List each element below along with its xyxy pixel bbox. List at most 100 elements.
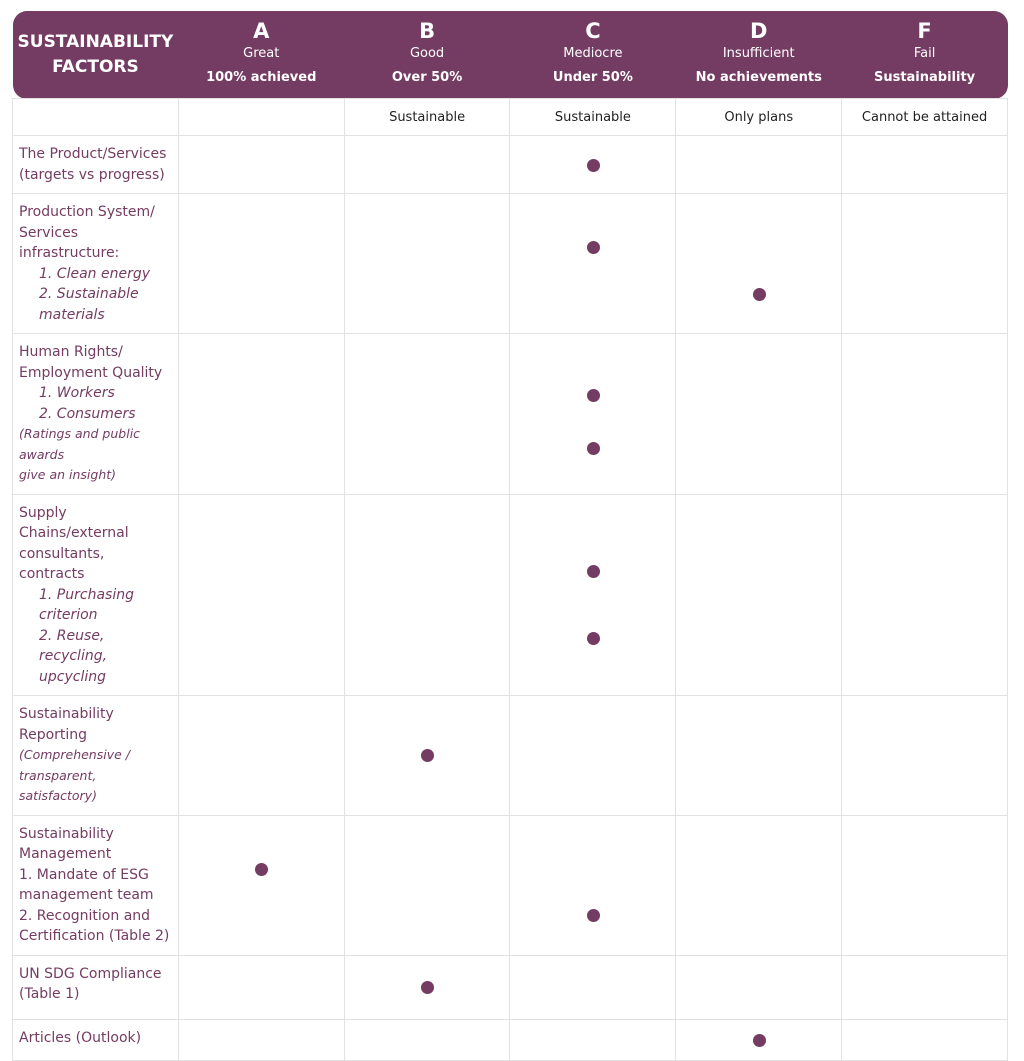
page: SUSTAINABILITY FACTORS A Great 100% achieve…: [12, 11, 1008, 1061]
rating-cell: [675, 814, 843, 956]
cell: [12, 98, 179, 136]
rating-cell: [509, 1018, 677, 1061]
grading-table: SUSTAINABILITY FACTORS A Great 100% achieve…: [12, 11, 1008, 1061]
factor-items: 2. Consumers: [39, 405, 136, 422]
grade-letter: A: [253, 18, 270, 43]
grade-name: Mediocre: [563, 45, 623, 61]
factor-row: Sustainability Management 1. Mandate of E…: [12, 814, 1008, 956]
factor-note: satisfactory): [19, 788, 97, 803]
factor-heading: Sustainability Management: [19, 825, 114, 863]
grade-header: F Fail Sustainability: [841, 11, 1008, 99]
grade-letter: D: [750, 18, 768, 43]
factor-items: 1. Workers: [39, 385, 115, 401]
rating-cell: [841, 1018, 1008, 1061]
factor-heading: consultants, contracts: [19, 545, 105, 583]
rating-cell: [177, 695, 345, 816]
rating-cell: [509, 135, 677, 194]
factor-heading: Certification (Table 2): [19, 928, 170, 944]
detail-row: Sustainable Sustainable Only plans Cannot b…: [12, 98, 1008, 136]
rating-dot: [421, 749, 435, 763]
rating-dot: [255, 862, 269, 876]
factor-heading: Services infrastructure:: [19, 224, 120, 262]
rating-dot: [586, 389, 600, 403]
factor-heading: Production System/: [19, 204, 155, 220]
factor-items: 2. Reuse, recycling,: [39, 627, 108, 665]
rating-cell: [177, 135, 345, 194]
factor-heading: Articles (Outlook): [19, 1029, 142, 1046]
factor-cell: Sustainability Management 1. Mandate of E…: [12, 814, 179, 956]
rating-cell: [177, 1018, 345, 1061]
rating-cell: [343, 814, 511, 956]
factor-row: UN SDG Compliance (Table 1): [12, 954, 1008, 1020]
rating-cell: [177, 193, 345, 334]
factor-cell: Articles (Outlook): [12, 1018, 179, 1061]
rating-cell: [509, 193, 677, 334]
grade-summary: Sustainability: [873, 69, 976, 85]
rating-cell: [841, 135, 1008, 194]
grade-letter: C: [585, 18, 601, 43]
grade-name: Great: [243, 45, 280, 61]
grade-summary: 100% achieved: [206, 69, 317, 85]
rating-cell: [509, 814, 677, 956]
rating-cell: [343, 493, 511, 696]
grade-detail: Sustainable: [343, 98, 511, 136]
rating-dot: [752, 287, 766, 301]
rating-dot: [586, 565, 600, 579]
rating-dot: [586, 909, 600, 923]
factor-heading: UN SDG Compliance: [19, 965, 162, 982]
rating-cell: [841, 954, 1008, 1020]
factor-note: give an insight): [19, 467, 117, 482]
factor-cell: Human Rights/Employment Quality 1. Worker…: [12, 333, 179, 495]
rating-cell: [343, 333, 511, 495]
rating-dot: [752, 1033, 766, 1047]
rating-cell: [509, 493, 677, 696]
factor-heading: (targets vs progress): [19, 166, 165, 183]
rating-cell: [177, 814, 345, 956]
rating-cell: [841, 695, 1008, 816]
factor-row: Sustainability Reporting (Comprehensive /…: [12, 695, 1008, 816]
factor-cell: Sustainability Reporting (Comprehensive /…: [12, 695, 179, 816]
rating-cell: [675, 493, 843, 696]
factor-heading: The Product/Services: [19, 146, 167, 162]
factor-cell: Supply Chains/external consultants, contr…: [12, 493, 179, 696]
rating-cell: [177, 333, 345, 495]
grade-letter: F: [917, 18, 932, 43]
table-title: SUSTAINABILITY FACTORS: [12, 11, 179, 99]
rating-cell: [675, 954, 843, 1020]
factor-row: The Product/Services (targets vs progress…: [12, 135, 1008, 194]
rating-dot: [586, 632, 600, 646]
grade-header: D Insufficient No achievements: [675, 11, 842, 99]
rating-cell: [675, 135, 843, 194]
rating-cell: [343, 193, 511, 334]
rating-dot: [586, 442, 600, 456]
rating-cell: [841, 814, 1008, 956]
grade-summary: Under 50%: [552, 69, 633, 85]
rating-cell: [177, 954, 345, 1020]
rating-cell: [343, 954, 511, 1020]
grade-detail: Only plans: [675, 98, 843, 136]
rating-cell: [841, 493, 1008, 696]
factor-heading: Supply Chains/external: [19, 504, 129, 542]
factor-heading: (Table 1): [19, 986, 80, 1002]
factor-row: Production System/Services infrastructur…: [12, 193, 1008, 334]
factor-row: Supply Chains/external consultants, contr…: [12, 493, 1008, 696]
factor-heading: Human Rights/: [19, 344, 123, 360]
grade-summary: Over 50%: [391, 69, 463, 85]
factor-row: Human Rights/Employment Quality 1. Worker…: [12, 333, 1008, 495]
grade-header: C Mediocre Under 50%: [509, 11, 676, 99]
rating-cell: [509, 695, 677, 816]
rating-cell: [509, 954, 677, 1020]
header-row: SUSTAINABILITY FACTORS A Great 100% achieve…: [12, 11, 1008, 99]
grade-name: Good: [409, 45, 445, 61]
rating-dot: [586, 241, 600, 255]
factor-cell: UN SDG Compliance (Table 1): [12, 954, 179, 1020]
rating-cell: [177, 493, 345, 696]
factor-items: 1. Purchasing criterion: [39, 586, 134, 624]
factor-cell: The Product/Services (targets vs progress…: [12, 135, 179, 194]
rating-cell: [841, 193, 1008, 334]
grade-summary: No achievements: [695, 69, 822, 85]
rating-cell: [343, 695, 511, 816]
grade-name: Insufficient: [722, 45, 795, 61]
rating-dot: [586, 158, 600, 172]
grade-letter: B: [419, 18, 436, 43]
